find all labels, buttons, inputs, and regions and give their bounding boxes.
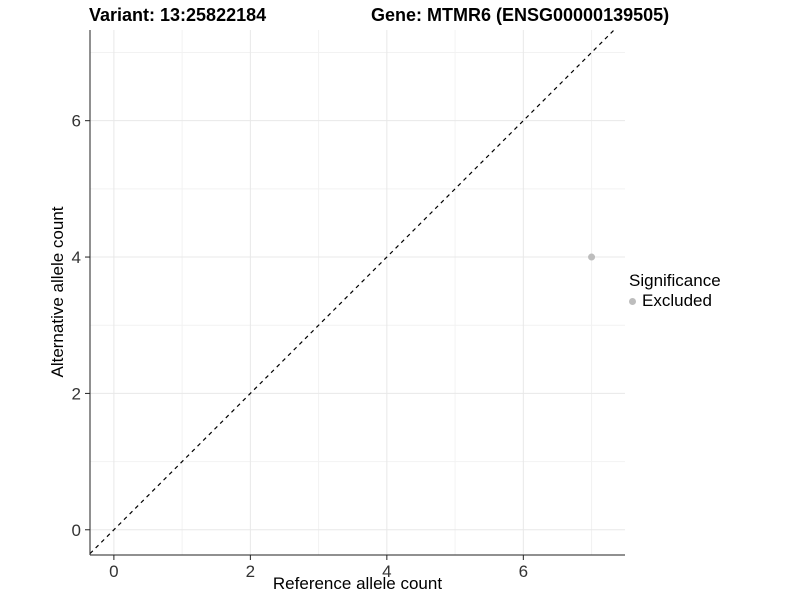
y-tick-label: 0 (72, 521, 81, 540)
x-tick-label: 2 (246, 562, 255, 581)
data-point (588, 253, 596, 261)
plot-title-variant: Variant: 13:25822184 (89, 5, 267, 25)
y-tick-label: 2 (72, 384, 81, 403)
legend-item-label: Excluded (642, 291, 712, 310)
x-tick-label: 6 (519, 562, 528, 581)
legend-title: Significance (629, 271, 721, 290)
x-tick-label: 4 (382, 562, 391, 581)
y-tick-label: 6 (72, 112, 81, 131)
legend: Significance Excluded (629, 271, 721, 311)
excluded-point-icon (629, 297, 636, 305)
x-axis-title: Reference allele count (272, 574, 443, 593)
legend-item-excluded: Excluded (629, 291, 721, 311)
y-tick-label: 4 (72, 248, 81, 267)
plot-title-gene: Gene: MTMR6 (ENSG00000139505) (371, 5, 670, 25)
x-tick-label: 0 (109, 562, 118, 581)
y-axis-title: Alternative allele count (48, 206, 67, 378)
identity-dashed-line (89, 29, 615, 555)
